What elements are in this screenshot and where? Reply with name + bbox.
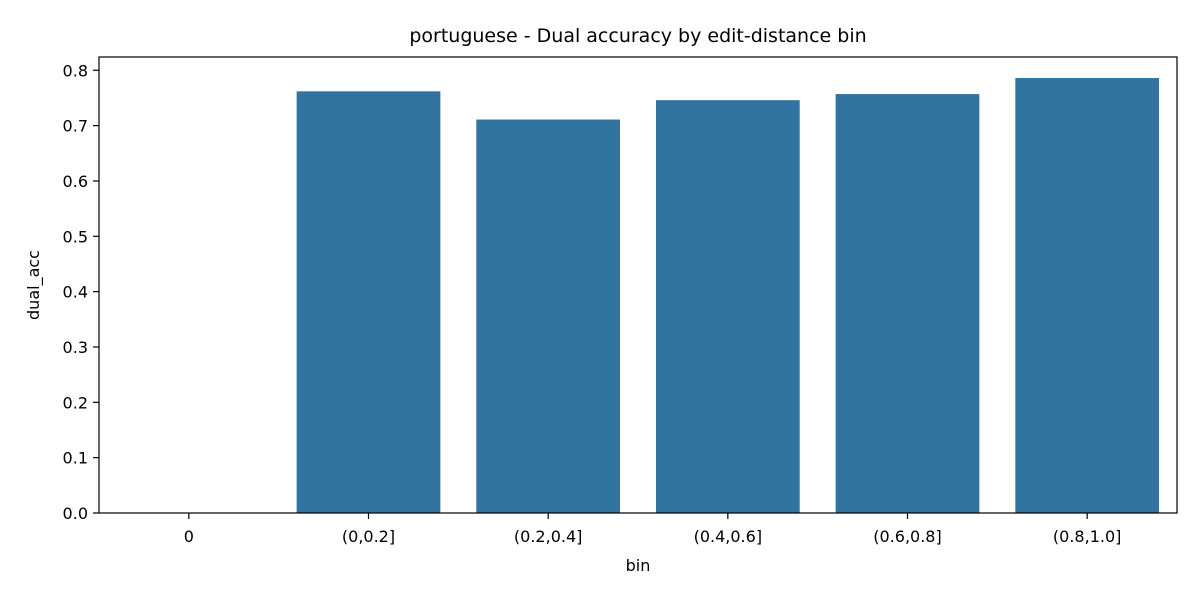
x-tick-label-2: (0.2,0.4] [514, 527, 582, 546]
y-tick-label-7: 0.7 [63, 117, 88, 136]
bar-1 [296, 91, 441, 514]
x-axis-ticks: 0 (0,0.2] (0.2,0.4] (0.4,0.6] (0.6,0.8] (0.8,… [184, 513, 1121, 546]
y-axis-label: dual_acc [24, 250, 44, 320]
x-tick-label-1: (0,0.2] [342, 527, 395, 546]
x-tick-label-4: (0.6,0.8] [873, 527, 941, 546]
chart-title: portuguese - Dual accuracy by edit-dista… [409, 25, 866, 47]
bars-layer [296, 78, 1160, 514]
y-axis-ticks: 0.0 0.1 0.2 0.3 0.4 0.5 0.6 0.7 0.8 [63, 61, 99, 523]
bar-4 [835, 94, 980, 513]
bar-3 [655, 100, 800, 514]
bar-5 [1015, 78, 1160, 514]
x-tick-label-0: 0 [184, 527, 194, 546]
x-tick-label-5: (0.8,1.0] [1053, 527, 1121, 546]
y-tick-label-3: 0.3 [63, 338, 88, 357]
axes-layer [98, 56, 1178, 514]
y-tick-label-4: 0.4 [63, 283, 88, 302]
x-tick-label-3: (0.4,0.6] [694, 527, 762, 546]
x-axis-label: bin [626, 556, 651, 575]
y-tick-label-0: 0.0 [63, 504, 88, 523]
y-tick-label-8: 0.8 [63, 61, 88, 80]
y-tick-label-6: 0.6 [63, 172, 88, 191]
y-tick-label-2: 0.2 [63, 393, 88, 412]
plot-frame [98, 56, 1178, 514]
y-tick-label-1: 0.1 [63, 449, 88, 468]
y-tick-label-5: 0.5 [63, 227, 88, 246]
bar-2 [476, 119, 621, 513]
